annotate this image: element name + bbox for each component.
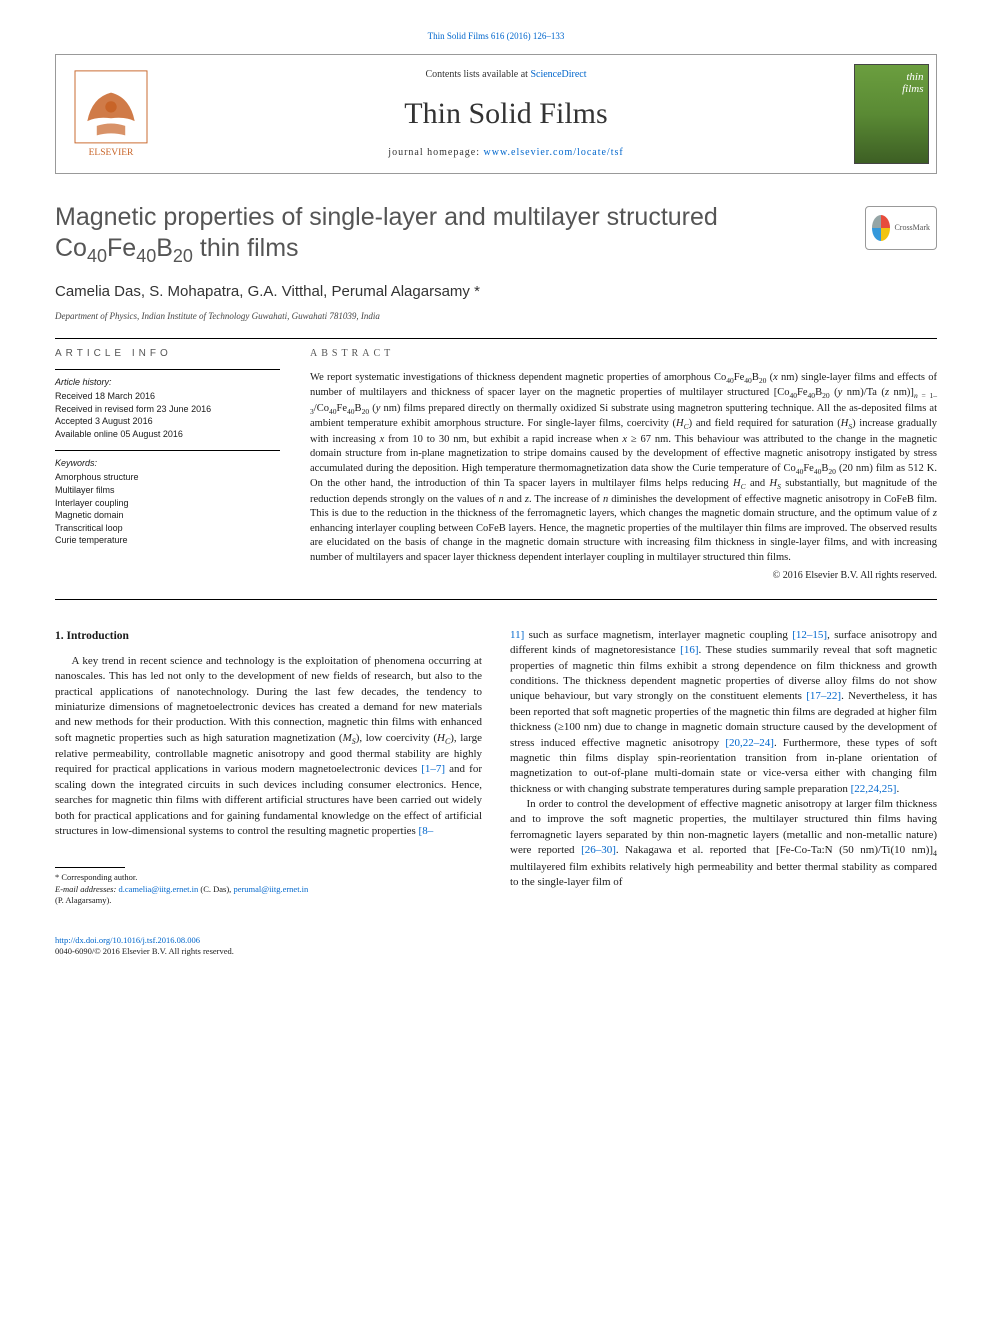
journal-cover-image: thin films	[854, 64, 929, 164]
contents-prefix: Contents lists available at	[425, 69, 530, 80]
abstract-label: ABSTRACT	[310, 347, 937, 361]
history-head: Article history:	[55, 376, 280, 388]
intro-heading: 1. Introduction	[55, 628, 482, 644]
page-footer: http://dx.doi.org/10.1016/j.tsf.2016.08.…	[55, 935, 937, 957]
crossmark-badge[interactable]: CrossMark	[865, 206, 937, 250]
doi-link[interactable]: http://dx.doi.org/10.1016/j.tsf.2016.08.…	[55, 935, 200, 945]
history-item: Received 18 March 2016	[55, 390, 280, 403]
history-body: Received 18 March 2016 Received in revis…	[55, 390, 280, 440]
footnotes: * Corresponding author. E-mail addresses…	[55, 872, 482, 906]
crossmark-icon	[872, 215, 890, 241]
body-para: 11] such as surface magnetism, interlaye…	[510, 628, 937, 797]
email-name1: (C. Das),	[198, 884, 233, 894]
sciencedirect-link[interactable]: ScienceDirect	[530, 69, 586, 80]
journal-citation: Thin Solid Films 616 (2016) 126–133	[55, 30, 937, 42]
email-link[interactable]: d.camelia@iitg.ernet.in	[118, 884, 198, 894]
history-item: Received in revised form 23 June 2016	[55, 403, 280, 416]
history-item: Available online 05 August 2016	[55, 428, 280, 441]
article-info-label: ARTICLE INFO	[55, 347, 280, 361]
rule-top	[55, 338, 937, 339]
svg-text:ELSEVIER: ELSEVIER	[89, 148, 134, 158]
abstract-text: We report systematic investigations of t…	[310, 371, 937, 565]
history-item: Accepted 3 August 2016	[55, 415, 280, 428]
affiliation: Department of Physics, Indian Institute …	[55, 310, 937, 322]
authors: Camelia Das, S. Mohapatra, G.A. Vitthal,…	[55, 282, 937, 302]
email-name2: (P. Alagarsamy).	[55, 895, 111, 905]
body-para: A key trend in recent science and techno…	[55, 654, 482, 840]
cover-line1: thin	[859, 71, 924, 83]
elsevier-logo: ELSEVIER	[56, 55, 166, 173]
body-columns: 1. Introduction A key trend in recent sc…	[55, 628, 937, 907]
journal-header: ELSEVIER Contents lists available at Sci…	[55, 54, 937, 174]
emails-prefix: E-mail addresses:	[55, 884, 118, 894]
issn-line: 0040-6090/© 2016 Elsevier B.V. All right…	[55, 946, 234, 956]
copyright: © 2016 Elsevier B.V. All rights reserved…	[310, 569, 937, 583]
journal-cover: thin films	[846, 55, 936, 173]
emails-line: E-mail addresses: d.camelia@iitg.ernet.i…	[55, 884, 482, 907]
homepage-link[interactable]: www.elsevier.com/locate/tsf	[484, 147, 624, 158]
corresponding-author: * Corresponding author.	[55, 872, 482, 883]
footnote-rule	[55, 867, 125, 868]
keyword: Amorphous structure	[55, 471, 280, 484]
body-para: In order to control the development of e…	[510, 797, 937, 890]
article-info-block: ARTICLE INFO Article history: Received 1…	[55, 347, 280, 582]
rule-bottom	[55, 599, 937, 600]
keyword: Interlayer coupling	[55, 497, 280, 510]
email-link[interactable]: perumal@iitg.ernet.in	[233, 884, 308, 894]
article-title: Magnetic properties of single-layer and …	[55, 202, 849, 268]
abstract-block: ABSTRACT We report systematic investigat…	[310, 347, 937, 582]
homepage-prefix: journal homepage:	[388, 147, 483, 158]
crossmark-label: CrossMark	[894, 223, 930, 234]
cover-line2: films	[859, 83, 924, 95]
keyword: Curie temperature	[55, 534, 280, 547]
keyword: Multilayer films	[55, 484, 280, 497]
contents-line: Contents lists available at ScienceDirec…	[425, 68, 586, 82]
keywords-head: Keywords:	[55, 457, 280, 469]
keywords-body: Amorphous structure Multilayer films Int…	[55, 471, 280, 547]
homepage-line: journal homepage: www.elsevier.com/locat…	[388, 146, 623, 160]
keyword: Magnetic domain	[55, 509, 280, 522]
keyword: Transcritical loop	[55, 522, 280, 535]
journal-name: Thin Solid Films	[404, 94, 607, 135]
header-mid: Contents lists available at ScienceDirec…	[166, 55, 846, 173]
